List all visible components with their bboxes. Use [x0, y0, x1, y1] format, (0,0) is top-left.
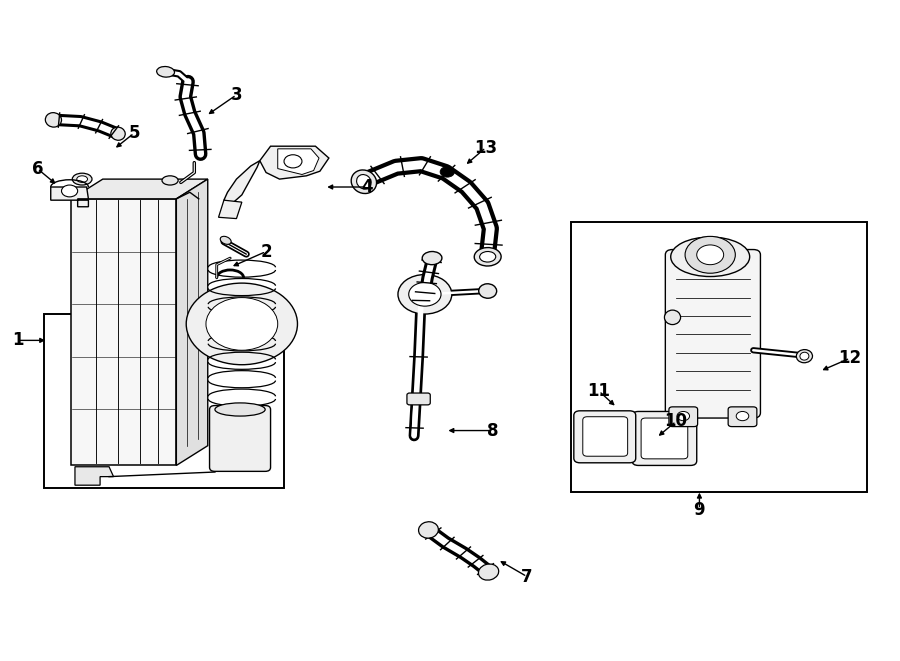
FancyBboxPatch shape — [632, 411, 697, 465]
Circle shape — [440, 167, 454, 177]
Circle shape — [697, 245, 724, 264]
Polygon shape — [219, 200, 242, 219]
FancyBboxPatch shape — [210, 406, 271, 471]
Circle shape — [685, 237, 735, 273]
Polygon shape — [278, 149, 319, 175]
FancyBboxPatch shape — [641, 418, 688, 459]
Text: 12: 12 — [839, 349, 861, 367]
Ellipse shape — [422, 251, 442, 264]
Ellipse shape — [800, 352, 809, 360]
Polygon shape — [224, 161, 260, 203]
Ellipse shape — [72, 173, 92, 185]
Ellipse shape — [479, 284, 497, 298]
Ellipse shape — [111, 127, 125, 140]
Ellipse shape — [664, 310, 680, 325]
Text: 11: 11 — [588, 382, 610, 400]
Circle shape — [398, 274, 452, 314]
Ellipse shape — [796, 350, 813, 363]
Polygon shape — [176, 179, 208, 465]
FancyBboxPatch shape — [665, 250, 760, 418]
Ellipse shape — [356, 175, 371, 189]
Ellipse shape — [215, 403, 266, 416]
Ellipse shape — [480, 251, 496, 262]
Circle shape — [736, 411, 749, 420]
Text: 8: 8 — [487, 422, 499, 440]
Ellipse shape — [220, 237, 231, 245]
Text: 13: 13 — [474, 139, 498, 157]
Bar — [572, 222, 868, 492]
Ellipse shape — [418, 522, 438, 538]
Text: 1: 1 — [12, 331, 23, 350]
Text: 4: 4 — [362, 178, 374, 196]
Polygon shape — [71, 199, 176, 465]
Circle shape — [206, 297, 278, 350]
Polygon shape — [71, 179, 208, 199]
Text: 6: 6 — [32, 159, 43, 178]
FancyBboxPatch shape — [407, 393, 430, 405]
Ellipse shape — [157, 67, 175, 77]
Circle shape — [186, 283, 298, 365]
Ellipse shape — [474, 248, 501, 266]
Text: 2: 2 — [260, 243, 272, 260]
Circle shape — [61, 185, 77, 197]
Text: 5: 5 — [129, 124, 140, 142]
Polygon shape — [260, 146, 328, 179]
Polygon shape — [75, 467, 113, 485]
Ellipse shape — [162, 176, 178, 185]
Circle shape — [677, 411, 689, 420]
Text: 3: 3 — [230, 86, 242, 104]
Ellipse shape — [670, 237, 750, 276]
FancyBboxPatch shape — [669, 407, 698, 426]
Bar — [44, 314, 284, 488]
Ellipse shape — [45, 112, 61, 127]
Ellipse shape — [76, 176, 87, 182]
FancyBboxPatch shape — [583, 416, 627, 456]
Ellipse shape — [351, 170, 376, 194]
Circle shape — [409, 282, 441, 306]
Text: 10: 10 — [664, 412, 688, 430]
Polygon shape — [50, 187, 88, 207]
FancyBboxPatch shape — [728, 407, 757, 426]
FancyBboxPatch shape — [574, 410, 635, 463]
Text: 7: 7 — [521, 568, 533, 586]
Ellipse shape — [479, 564, 499, 580]
Circle shape — [284, 155, 302, 168]
Text: 9: 9 — [694, 500, 706, 518]
